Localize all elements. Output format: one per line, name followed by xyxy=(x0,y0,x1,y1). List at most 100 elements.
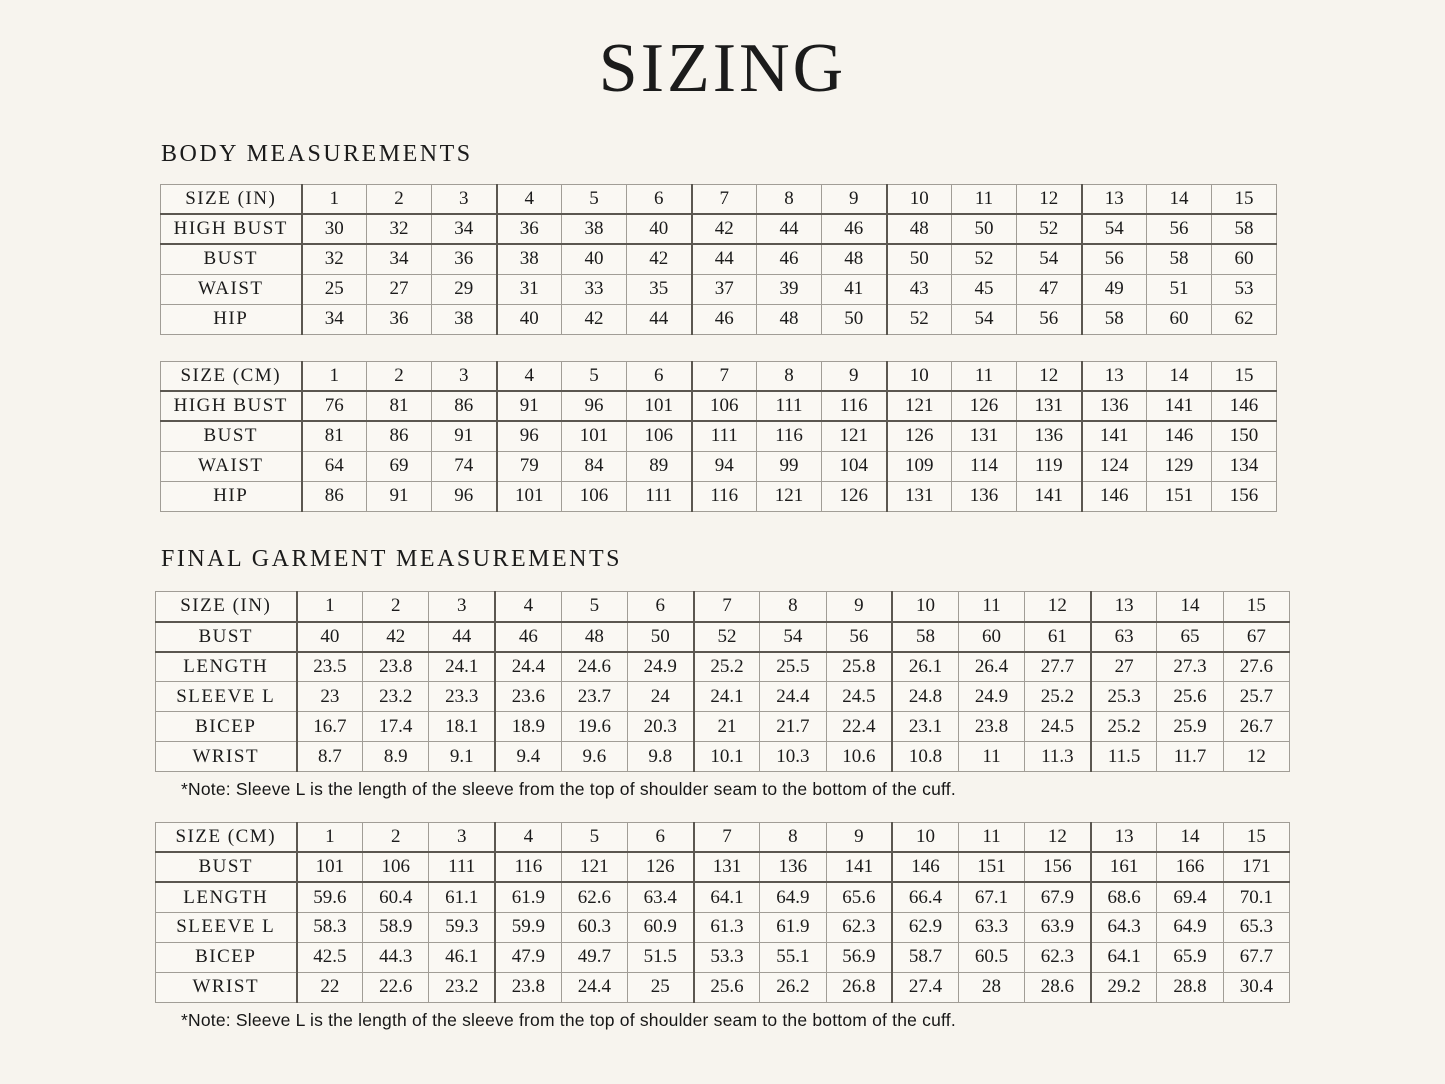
measurement-value-cell: 17.4 xyxy=(362,711,430,743)
measurement-value-cell: 101 xyxy=(295,851,364,884)
measurement-value-cell: 106 xyxy=(690,390,757,423)
size-column-header: 6 xyxy=(626,183,692,216)
measurement-value-cell: 34 xyxy=(431,213,497,246)
size-unit-label: SIZE (CM) xyxy=(155,821,298,854)
measurement-value-cell: 121 xyxy=(885,390,952,423)
measurement-value-cell: 30 xyxy=(300,213,367,246)
measurement-value-cell: 60 xyxy=(1211,243,1277,275)
measurement-value-cell: 53 xyxy=(1211,273,1277,305)
measurement-value-cell: 53.3 xyxy=(692,941,761,973)
size-column-header: 3 xyxy=(431,183,497,216)
measurement-value-cell: 84 xyxy=(561,450,627,482)
measurement-value-cell: 126 xyxy=(821,480,887,512)
measurement-value-cell: 10.1 xyxy=(692,741,761,773)
measurement-value-cell: 11.7 xyxy=(1156,741,1224,773)
measurement-value-cell: 50 xyxy=(626,621,695,653)
measurement-row-label: SLEEVE L xyxy=(155,911,298,943)
measurement-value-cell: 24 xyxy=(626,681,695,713)
measurement-value-cell: 141 xyxy=(825,851,893,884)
size-column-header: 10 xyxy=(885,183,952,216)
measurement-value-cell: 43 xyxy=(885,273,952,305)
measurement-value-cell: 60 xyxy=(1146,303,1212,335)
size-header-row: SIZE (CM) 1 2 3 4 5 6 7 8 9 10 11 12 13 14 15 xyxy=(160,360,1277,393)
measurement-value-cell: 62.3 xyxy=(825,911,893,943)
size-column-header: 6 xyxy=(626,360,692,393)
table-row: BUST 101 106 111 116 121 126 131 136 141 146 151 156… xyxy=(155,851,1291,884)
measurement-value-cell: 44 xyxy=(626,303,692,335)
size-unit-label: SIZE (IN) xyxy=(160,183,303,216)
measurement-value-cell: 10.8 xyxy=(891,741,959,773)
measurement-value-cell: 126 xyxy=(626,851,695,884)
measurement-value-cell: 91 xyxy=(495,390,562,423)
measurement-value-cell: 146 xyxy=(1080,480,1147,512)
table-row: WRIST 8.7 8.9 9.1 9.4 9.6 9.8 10.1 10.3 10.6 10.8 1… xyxy=(155,741,1291,773)
measurement-value-cell: 32 xyxy=(300,243,367,275)
measurement-value-cell: 47 xyxy=(1016,273,1082,305)
size-column-header: 13 xyxy=(1080,360,1147,393)
measurement-value-cell: 29 xyxy=(431,273,497,305)
measurement-value-cell: 89 xyxy=(626,450,692,482)
measurement-value-cell: 146 xyxy=(1211,390,1277,423)
body-measurements-cm-table: SIZE (CM) 1 2 3 4 5 6 7 8 9 10 11 12 13 14 15 HIGH BUST 7… xyxy=(160,360,1277,512)
measurement-value-cell: 156 xyxy=(1211,480,1277,512)
measurement-value-cell: 106 xyxy=(561,480,627,512)
measurement-value-cell: 24.8 xyxy=(891,681,959,713)
measurement-value-cell: 59.3 xyxy=(428,911,496,943)
size-column-header: 2 xyxy=(362,591,430,623)
table-row: BUST 40 42 44 46 48 50 52 54 56 58 60 61 63 65 67 xyxy=(155,621,1291,653)
size-column-header: 8 xyxy=(756,360,822,393)
size-column-header: 8 xyxy=(759,591,827,623)
measurement-value-cell: 18.1 xyxy=(428,711,496,743)
measurement-value-cell: 55.1 xyxy=(759,941,827,973)
measurement-value-cell: 50 xyxy=(885,243,952,275)
table-row: BICEP 16.7 17.4 18.1 18.9 19.6 20.3 21 21.7 22.4 2… xyxy=(155,711,1291,743)
measurement-value-cell: 23.3 xyxy=(428,681,496,713)
measurement-value-cell: 151 xyxy=(1146,480,1212,512)
measurement-value-cell: 44 xyxy=(428,621,496,653)
measurement-value-cell: 11 xyxy=(957,741,1026,773)
measurement-value-cell: 56.9 xyxy=(825,941,893,973)
measurement-value-cell: 49.7 xyxy=(560,941,628,973)
measurement-value-cell: 44 xyxy=(756,213,822,246)
measurement-value-cell: 23.8 xyxy=(362,651,430,683)
measurement-value-cell: 65 xyxy=(1156,621,1224,653)
measurement-value-cell: 61.1 xyxy=(428,881,496,913)
measurement-value-cell: 42 xyxy=(561,303,627,335)
measurement-value-cell: 27.3 xyxy=(1156,651,1224,683)
measurement-value-cell: 42 xyxy=(690,213,757,246)
measurement-row-label: BUST xyxy=(155,621,298,653)
measurement-value-cell: 24.1 xyxy=(428,651,496,683)
measurement-value-cell: 11.3 xyxy=(1024,741,1092,773)
measurement-value-cell: 48 xyxy=(756,303,822,335)
size-column-header: 5 xyxy=(560,821,628,854)
garment-measurements-heading: FINAL GARMENT MEASUREMENTS xyxy=(161,545,623,572)
measurement-value-cell: 134 xyxy=(1211,450,1277,482)
table-row: LENGTH 59.6 60.4 61.1 61.9 62.6 63.4 64.1 64.9 65… xyxy=(155,881,1291,913)
garment-measurements-in-table: SIZE (IN) 1 2 3 4 5 6 7 8 9 10 11 12 13 14 15 BUST 40 42 44… xyxy=(155,591,1291,773)
size-column-header: 9 xyxy=(825,821,893,854)
measurement-value-cell: 61.3 xyxy=(692,911,761,943)
measurement-value-cell: 141 xyxy=(1016,480,1082,512)
measurement-value-cell: 25.7 xyxy=(1222,681,1291,713)
measurement-value-cell: 59.6 xyxy=(295,881,364,913)
measurement-value-cell: 48 xyxy=(885,213,952,246)
measurement-value-cell: 171 xyxy=(1222,851,1291,884)
measurement-value-cell: 42 xyxy=(626,243,692,275)
measurement-value-cell: 26.1 xyxy=(891,651,959,683)
measurement-value-cell: 23.6 xyxy=(494,681,562,713)
measurement-value-cell: 101 xyxy=(626,390,692,423)
size-column-header: 13 xyxy=(1080,183,1147,216)
table-row: LENGTH 23.5 23.8 24.1 24.4 24.6 24.9 25.2 25.5 25… xyxy=(155,651,1291,683)
table-row: BUST 32 34 36 38 40 42 44 46 48 50 52 54 56 58 60 xyxy=(160,243,1277,275)
measurement-value-cell: 25.3 xyxy=(1089,681,1158,713)
size-column-header: 5 xyxy=(561,183,627,216)
measurement-value-cell: 23.1 xyxy=(891,711,959,743)
measurement-value-cell: 101 xyxy=(495,480,562,512)
size-column-header: 7 xyxy=(692,591,761,623)
measurement-value-cell: 25 xyxy=(626,971,695,1003)
measurement-value-cell: 74 xyxy=(431,450,497,482)
measurement-value-cell: 56 xyxy=(825,621,893,653)
measurement-value-cell: 69 xyxy=(366,450,432,482)
measurement-value-cell: 46.1 xyxy=(428,941,496,973)
measurement-value-cell: 20.3 xyxy=(626,711,695,743)
